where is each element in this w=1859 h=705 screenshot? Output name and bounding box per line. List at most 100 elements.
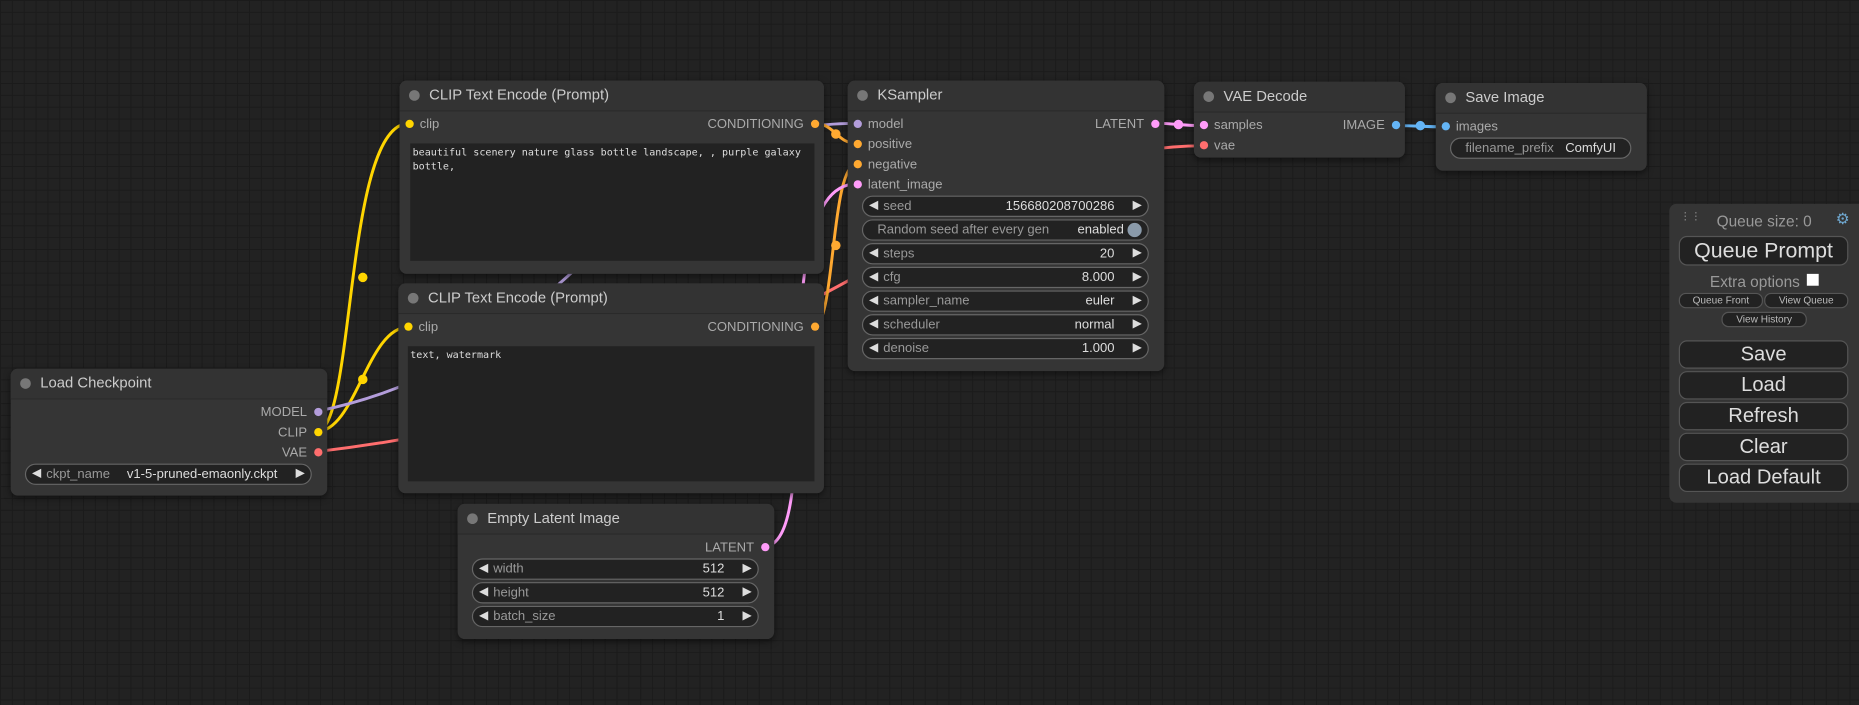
slot-dot[interactable]	[1151, 119, 1160, 129]
arrow-left-icon[interactable]: ◀	[869, 270, 879, 284]
arrow-right-icon[interactable]: ▶	[1132, 317, 1142, 331]
input-vae[interactable]: vae	[1194, 138, 1235, 155]
collapse-dot[interactable]	[1445, 92, 1456, 104]
input-model[interactable]: model	[848, 116, 903, 133]
input-images[interactable]: images	[1436, 119, 1498, 136]
queue-front-button[interactable]: Queue Front	[1678, 292, 1763, 309]
output-latent[interactable]: LATENT	[1095, 116, 1164, 133]
slot-dot[interactable]	[404, 322, 413, 331]
arrow-right-icon[interactable]: ▶	[1132, 341, 1142, 355]
scheduler-widget[interactable]: ◀ scheduler normal ▶	[861, 314, 1149, 336]
input-positive[interactable]: positive	[848, 136, 912, 153]
collapse-dot[interactable]	[1203, 91, 1215, 102]
slot-dot[interactable]	[853, 160, 862, 169]
view-history-button[interactable]: View History	[1721, 311, 1807, 328]
slot-dot[interactable]	[810, 322, 820, 331]
slot-dot[interactable]	[405, 119, 414, 129]
load-button[interactable]: Load	[1678, 371, 1849, 400]
arrow-left-icon[interactable]: ◀	[869, 317, 879, 331]
width-widget[interactable]: ◀ width 512 ▶	[471, 558, 759, 580]
input-latent-image[interactable]: latent_image	[848, 177, 943, 194]
arrow-left-icon[interactable]: ◀	[869, 246, 879, 260]
slot-dot[interactable]	[1441, 122, 1450, 131]
save-button[interactable]: Save	[1678, 340, 1849, 369]
denoise-widget[interactable]: ◀ denoise 1.000 ▶	[861, 337, 1149, 360]
output-image[interactable]: IMAGE	[1343, 117, 1405, 134]
steps-widget[interactable]: ◀ steps 20 ▶	[861, 243, 1149, 265]
slot-dot[interactable]	[761, 543, 770, 552]
arrow-right-icon[interactable]: ▶	[742, 561, 752, 576]
collapse-dot[interactable]	[857, 90, 868, 101]
slot-dot[interactable]	[853, 139, 862, 149]
toggle-knob-icon[interactable]	[1127, 222, 1142, 238]
random-seed-toggle[interactable]: Random seed after every gen enabled	[861, 219, 1149, 241]
arrow-left-icon[interactable]: ◀	[869, 199, 879, 213]
clip-text-encode-negative-node[interactable]: CLIP Text Encode (Prompt) clip CONDITION…	[398, 283, 824, 494]
slot-dot[interactable]	[314, 448, 323, 457]
input-negative[interactable]: negative	[848, 156, 917, 173]
output-conditioning[interactable]: CONDITIONING	[707, 116, 824, 133]
node-title[interactable]: VAE Decode	[1193, 81, 1405, 113]
input-clip[interactable]: clip	[398, 319, 438, 336]
arrow-right-icon[interactable]: ▶	[295, 467, 305, 481]
save-image-node[interactable]: Save Image images filename_prefix ComfyUI	[1435, 82, 1647, 171]
arrow-left-icon[interactable]: ◀	[32, 467, 42, 481]
arrow-right-icon[interactable]: ▶	[1132, 199, 1142, 213]
queue-prompt-button[interactable]: Queue Prompt	[1678, 235, 1849, 266]
prompt-textarea[interactable]: text, watermark	[407, 346, 815, 482]
filename-prefix-input[interactable]: filename_prefix ComfyUI	[1449, 137, 1632, 159]
slot-dot[interactable]	[314, 407, 323, 417]
load-checkpoint-node[interactable]: Load Checkpoint MODEL CLIP VAE ◀ ckpt_nam…	[10, 368, 328, 496]
arrow-right-icon[interactable]: ▶	[742, 609, 752, 623]
seed-widget[interactable]: ◀ seed 156680208700286 ▶	[861, 195, 1149, 217]
slot-dot[interactable]	[853, 180, 862, 189]
node-title[interactable]: Empty Latent Image	[457, 503, 775, 535]
sampler-name-widget[interactable]: ◀ sampler_name euler ▶	[861, 290, 1149, 312]
output-vae[interactable]: VAE	[282, 445, 327, 462]
arrow-left-icon[interactable]: ◀	[478, 609, 489, 623]
collapse-dot[interactable]	[467, 513, 478, 525]
load-default-button[interactable]: Load Default	[1678, 463, 1849, 493]
clear-button[interactable]: Clear	[1678, 432, 1849, 462]
output-conditioning[interactable]: CONDITIONING	[707, 319, 824, 336]
refresh-button[interactable]: Refresh	[1678, 401, 1849, 431]
ksampler-node[interactable]: KSampler model positive negative latent_…	[847, 80, 1165, 372]
arrow-right-icon[interactable]: ▶	[1132, 246, 1142, 260]
node-title[interactable]: CLIP Text Encode (Prompt)	[399, 80, 824, 112]
collapse-dot[interactable]	[20, 378, 31, 389]
node-title[interactable]: Save Image	[1435, 82, 1647, 114]
slot-dot[interactable]	[314, 427, 323, 437]
slot-dot[interactable]	[1199, 120, 1209, 130]
slot-dot[interactable]	[1199, 141, 1209, 150]
arrow-left-icon[interactable]: ◀	[869, 294, 879, 308]
slot-dot[interactable]	[853, 119, 862, 129]
arrow-right-icon[interactable]: ▶	[1132, 270, 1142, 284]
arrow-left-icon[interactable]: ◀	[478, 585, 489, 599]
settings-gear-icon[interactable]: ⚙	[1835, 209, 1850, 228]
cfg-widget[interactable]: ◀ cfg 8.000 ▶	[861, 266, 1149, 289]
arrow-right-icon[interactable]: ▶	[1132, 294, 1142, 308]
empty-latent-image-node[interactable]: Empty Latent Image LATENT ◀ width 512 ▶ ◀ he…	[457, 503, 775, 640]
arrow-left-icon[interactable]: ◀	[869, 341, 879, 355]
collapse-dot[interactable]	[409, 90, 420, 101]
slot-dot[interactable]	[1391, 120, 1401, 130]
view-queue-button[interactable]: View Queue	[1764, 292, 1849, 309]
batch-size-widget[interactable]: ◀ batch_size 1 ▶	[471, 605, 759, 628]
output-clip[interactable]: CLIP	[278, 424, 327, 441]
arrow-right-icon[interactable]: ▶	[742, 585, 752, 599]
height-widget[interactable]: ◀ height 512 ▶	[471, 582, 759, 604]
node-title[interactable]: KSampler	[847, 80, 1165, 112]
input-samples[interactable]: samples	[1194, 117, 1263, 134]
input-clip[interactable]: clip	[400, 116, 439, 133]
extra-options-checkbox[interactable]	[1806, 273, 1819, 286]
vae-decode-node[interactable]: VAE Decode samples vae IMAGE	[1193, 81, 1405, 158]
collapse-dot[interactable]	[407, 292, 419, 304]
clip-text-encode-positive-node[interactable]: CLIP Text Encode (Prompt) clip CONDITION…	[399, 80, 824, 274]
output-model[interactable]: MODEL	[261, 404, 328, 421]
arrow-left-icon[interactable]: ◀	[478, 561, 489, 576]
drag-handle-icon[interactable]: ⋮⋮	[1679, 209, 1702, 222]
output-latent[interactable]: LATENT	[705, 539, 774, 556]
node-title[interactable]: CLIP Text Encode (Prompt)	[398, 283, 824, 315]
slot-dot[interactable]	[810, 119, 820, 129]
